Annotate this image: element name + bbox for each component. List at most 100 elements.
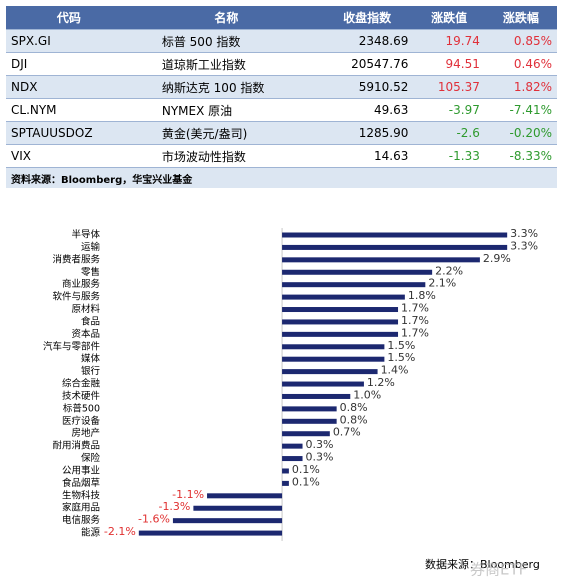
value-label: 1.5%	[387, 339, 415, 352]
table-cell: 市场波动性指数	[131, 144, 321, 168]
value-label: 3.3%	[510, 227, 538, 240]
table-body: SPX.GI 标普 500 指数 2348.69 19.74 0.85% DJI 道琼斯工业…	[6, 29, 557, 188]
table-row: CL.NYM NYMEX 原油 49.63 -3.97 -7.41%	[6, 98, 557, 122]
table-cell: 94.51	[413, 52, 485, 76]
value-label: 0.1%	[292, 475, 320, 488]
table-cell: 黄金(美元/盎司)	[131, 121, 321, 145]
bar	[172, 518, 283, 524]
bar	[282, 269, 433, 275]
category-label: 公用事业	[62, 464, 100, 476]
bar	[282, 443, 303, 449]
value-label: 1.7%	[401, 326, 429, 339]
watermark: 券商ETF	[470, 561, 527, 579]
table-cell: DJI	[6, 52, 132, 76]
bar	[282, 369, 378, 375]
table-cell: 1285.90	[320, 121, 414, 145]
value-label: 1.7%	[401, 314, 429, 327]
header-cell: 代码	[6, 6, 132, 30]
table-cell: -1.33	[413, 144, 485, 168]
table-cell: 20547.76	[320, 52, 414, 76]
bar	[282, 232, 508, 238]
table-cell: 标普 500 指数	[131, 29, 321, 53]
category-label: 生物科技	[62, 489, 101, 501]
table-cell: SPX.GI	[6, 29, 132, 53]
bar	[282, 393, 351, 399]
bar	[207, 493, 283, 499]
bar	[282, 344, 385, 350]
category-label: 房地产	[71, 427, 100, 439]
category-label: 银行	[81, 365, 101, 377]
table-cell: 49.63	[320, 98, 414, 122]
category-label: 汽车与零部件	[43, 340, 101, 352]
category-label: 商业服务	[62, 278, 101, 290]
table-cell: -7.41%	[484, 98, 557, 122]
value-label: 1.4%	[381, 364, 409, 377]
table-cell: 0.46%	[484, 52, 557, 76]
bar	[282, 418, 337, 424]
category-label: 零售	[81, 266, 100, 278]
value-label: 0.1%	[292, 463, 320, 476]
category-label: 食品	[81, 315, 100, 327]
category-label: 电信服务	[62, 514, 101, 526]
category-label: 家庭用品	[62, 502, 100, 514]
bar	[282, 431, 330, 437]
table-cell: 0.85%	[484, 29, 557, 53]
header-cell: 涨跌值	[413, 6, 485, 30]
table-cell: 14.63	[320, 144, 414, 168]
category-label: 消费者服务	[52, 253, 100, 265]
value-label: 2.1%	[428, 277, 456, 290]
category-label: 综合金融	[62, 378, 101, 390]
category-label: 媒体	[81, 353, 101, 365]
category-label: 原材料	[71, 303, 100, 315]
value-label: 1.0%	[353, 388, 381, 401]
bar	[282, 406, 337, 412]
bar	[282, 319, 399, 325]
value-label: -2.1%	[104, 525, 136, 538]
bar	[282, 331, 399, 337]
index-table: 代码 名称 收盘指数 涨跌值 涨跌幅 SPX.GI 标普 500 指数 2348.69 19.…	[6, 6, 557, 188]
table-cell: 105.37	[413, 75, 485, 99]
value-label: 0.8%	[340, 413, 368, 426]
category-label: 耐用消费品	[52, 440, 100, 452]
value-label: 1.5%	[387, 351, 415, 364]
table-row: NDX 纳斯达克 100 指数 5910.52 105.37 1.82%	[6, 75, 557, 99]
bar	[282, 468, 289, 474]
bar	[282, 381, 364, 387]
header-row: 代码 名称 收盘指数 涨跌值 涨跌幅	[6, 6, 557, 30]
value-label: 1.2%	[367, 376, 395, 389]
bar	[138, 530, 283, 536]
category-label: 运输	[81, 241, 101, 253]
table-cell: 5910.52	[320, 75, 414, 99]
table-cell: 道琼斯工业指数	[131, 52, 321, 76]
table-cell: NDX	[6, 75, 132, 99]
category-label: 食品烟草	[62, 477, 100, 489]
value-label: 0.3%	[306, 451, 334, 464]
table-cell: 纳斯达克 100 指数	[131, 75, 321, 99]
bar	[193, 505, 283, 511]
table-row: SPX.GI 标普 500 指数 2348.69 19.74 0.85%	[6, 29, 557, 53]
bar	[282, 294, 405, 300]
category-label: 医疗设备	[62, 415, 101, 427]
value-label: -1.1%	[172, 488, 204, 501]
bar	[282, 480, 289, 486]
table-cell: -0.20%	[484, 121, 557, 145]
value-label: 2.9%	[483, 252, 511, 265]
table-cell: NYMEX 原油	[131, 98, 321, 122]
value-label: 0.8%	[340, 401, 368, 414]
category-label: 保险	[81, 452, 101, 464]
value-label: -1.6%	[138, 513, 170, 526]
bar	[282, 307, 399, 313]
header-cell: 名称	[131, 6, 321, 30]
category-label: 资本品	[71, 328, 100, 340]
category-label: 软件与服务	[52, 291, 100, 303]
table-row: VIX 市场波动性指数 14.63 -1.33 -8.33%	[6, 144, 557, 168]
table-cell: -3.97	[413, 98, 485, 122]
bar	[282, 456, 303, 462]
table-cell: -8.33%	[484, 144, 557, 168]
header-cell: 收盘指数	[320, 6, 414, 30]
bar	[282, 282, 426, 288]
bar	[282, 244, 508, 250]
chart-source: 数据来源：Bloomberg	[425, 557, 540, 571]
value-label: -1.3%	[158, 500, 190, 513]
